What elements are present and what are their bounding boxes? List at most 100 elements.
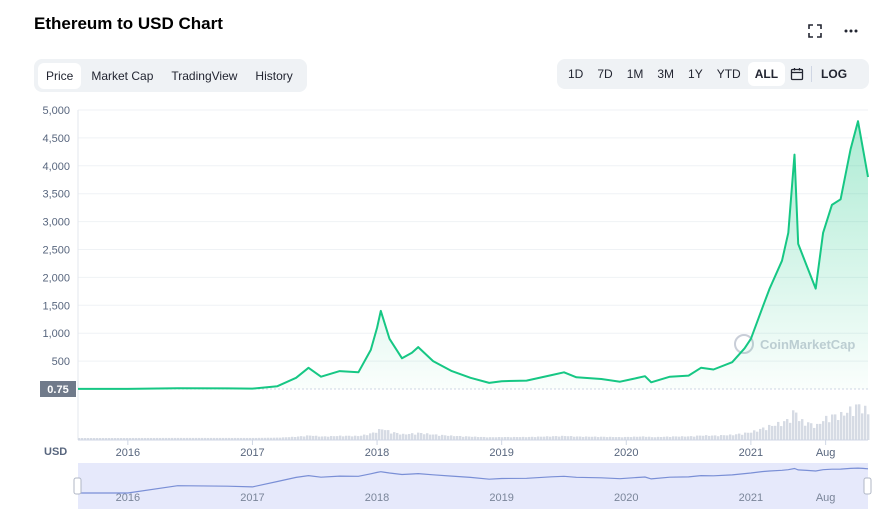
volume-bar	[270, 437, 273, 440]
fullscreen-icon[interactable]	[804, 20, 826, 42]
volume-bar	[228, 437, 231, 440]
volume-bar	[705, 435, 708, 440]
volume-bar	[342, 436, 345, 440]
volume-bar	[588, 436, 591, 440]
volume-bar	[513, 436, 516, 440]
log-scale-button[interactable]: LOG	[821, 67, 848, 81]
range-3m-button[interactable]: 3M	[657, 67, 675, 81]
volume-bar	[174, 437, 177, 440]
volume-bar	[525, 437, 528, 440]
volume-bar	[225, 437, 228, 440]
volume-bar	[669, 436, 672, 440]
volume-bar	[693, 436, 696, 440]
volume-bar	[822, 421, 825, 440]
volume-bar	[834, 414, 837, 440]
volume-bar	[618, 436, 621, 440]
volume-bar	[333, 436, 336, 440]
volume-bar	[861, 413, 864, 440]
range-1m-button[interactable]: 1M	[626, 67, 644, 81]
navigator-background[interactable]	[78, 463, 868, 509]
volume-bar	[786, 419, 789, 440]
volume-bar	[771, 425, 774, 440]
volume-bar	[819, 423, 822, 440]
volume-bar	[609, 436, 612, 440]
volume-bar	[261, 437, 264, 440]
volume-bar	[420, 433, 423, 440]
volume-bar	[384, 430, 387, 440]
tab-price[interactable]: Price	[38, 62, 82, 89]
volume-bar	[840, 412, 843, 440]
volume-bar	[624, 436, 627, 440]
volume-bar	[645, 436, 648, 440]
volume-bar	[264, 437, 267, 440]
tab-market-cap[interactable]: Market Cap	[91, 68, 154, 83]
page-title: Ethereum to USD Chart	[34, 14, 223, 33]
range-all-button[interactable]: ALL	[747, 62, 786, 86]
volume-bar	[576, 436, 579, 440]
volume-bar	[660, 437, 663, 440]
volume-bar	[756, 431, 759, 440]
volume-bar	[837, 420, 840, 440]
volume-bar	[675, 436, 678, 440]
volume-bar	[201, 437, 204, 440]
volume-bar	[354, 435, 357, 440]
volume-bar	[711, 435, 714, 440]
volume-bar	[81, 437, 84, 440]
volume-bar	[291, 436, 294, 440]
volume-bar	[198, 437, 201, 440]
volume-bar	[375, 432, 378, 440]
volume-bar	[243, 437, 246, 440]
volume-bar	[555, 436, 558, 440]
volume-bar	[741, 434, 744, 440]
volume-bar	[777, 421, 780, 440]
volume-bar	[807, 422, 810, 440]
volume-bar	[207, 437, 210, 440]
navigator-left-handle[interactable]	[73, 477, 82, 495]
volume-bar	[789, 422, 792, 440]
range-1d-button[interactable]: 1D	[568, 67, 584, 81]
volume-bar	[180, 437, 183, 440]
volume-bar	[252, 437, 255, 440]
volume-bar	[288, 437, 291, 440]
volume-bar	[120, 437, 123, 440]
volume-bar	[603, 436, 606, 440]
range-1y-button[interactable]: 1Y	[688, 67, 703, 81]
volume-bar	[783, 421, 786, 440]
navigator-right-handle[interactable]	[863, 477, 872, 495]
more-icon[interactable]	[840, 20, 862, 42]
volume-bar	[591, 436, 594, 440]
volume-bar	[309, 435, 312, 440]
volume-bar	[519, 437, 522, 440]
x-tick-label: 2021	[739, 447, 763, 459]
volume-bar	[801, 419, 804, 440]
volume-bar	[480, 436, 483, 440]
volume-bar	[702, 435, 705, 440]
volume-bar	[195, 437, 198, 440]
volume-bar	[297, 436, 300, 440]
volume-bar	[594, 436, 597, 440]
y-tick-label: 4,500	[42, 133, 70, 145]
navigator-tick-label: 2018	[365, 492, 389, 504]
volume-bar	[495, 437, 498, 440]
calendar-icon[interactable]	[785, 63, 809, 85]
volume-bar	[204, 437, 207, 440]
range-7d-button[interactable]: 7D	[597, 67, 613, 81]
volume-bar	[189, 437, 192, 440]
x-tick-label: 2017	[240, 447, 264, 459]
volume-bar	[273, 437, 276, 440]
volume-bar	[654, 437, 657, 440]
tab-history[interactable]: History	[255, 68, 293, 83]
volume-bar	[222, 437, 225, 440]
volume-bar	[867, 414, 870, 440]
volume-bar	[414, 434, 417, 440]
volume-bar	[84, 437, 87, 440]
volume-bar	[534, 437, 537, 440]
volume-bar	[285, 437, 288, 440]
tab-tradingview[interactable]: TradingView	[171, 68, 238, 83]
volume-bar	[246, 437, 249, 440]
volume-bar	[510, 437, 513, 440]
volume-bar	[564, 436, 567, 440]
range-ytd-button[interactable]: YTD	[716, 67, 741, 81]
volume-bar	[267, 437, 270, 440]
volume-bar	[159, 437, 162, 440]
